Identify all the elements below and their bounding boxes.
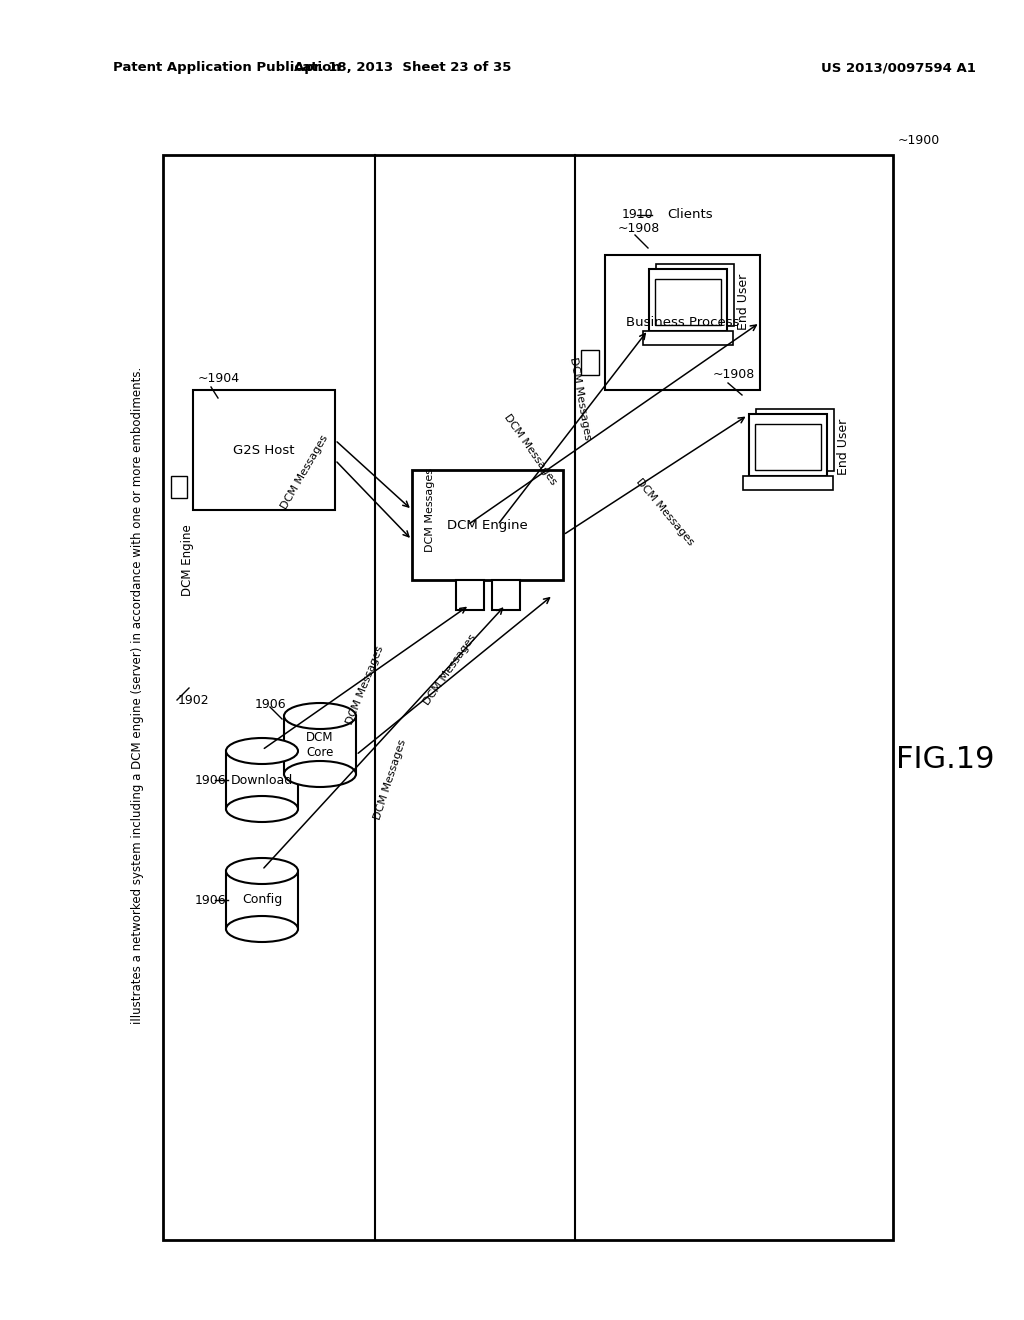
Text: illustrates a networked system including a DCM engine (server) in accordance wit: illustrates a networked system including…: [131, 367, 144, 1023]
Text: Clients: Clients: [668, 209, 713, 222]
Text: End User: End User: [837, 418, 850, 475]
Text: DCM Messages: DCM Messages: [425, 469, 435, 552]
Bar: [226, 871, 298, 929]
Text: DCM Messages: DCM Messages: [634, 477, 696, 548]
Text: DCM Engine: DCM Engine: [181, 524, 195, 595]
Bar: [163, 154, 893, 1239]
Text: 1902: 1902: [178, 693, 210, 706]
Bar: [643, 331, 733, 345]
Text: FIG.19: FIG.19: [896, 746, 994, 775]
Bar: [605, 255, 760, 389]
Bar: [649, 269, 727, 331]
Bar: [656, 264, 734, 326]
Bar: [412, 470, 563, 579]
Text: ~1904: ~1904: [198, 372, 240, 385]
Text: DCM Messages: DCM Messages: [567, 356, 592, 441]
Bar: [756, 409, 834, 471]
Text: G2S Host: G2S Host: [233, 444, 295, 457]
Text: DCM Engine: DCM Engine: [447, 519, 528, 532]
Ellipse shape: [284, 704, 356, 729]
Ellipse shape: [284, 762, 356, 787]
Bar: [226, 751, 298, 809]
Bar: [655, 279, 721, 325]
Text: 1906: 1906: [195, 894, 226, 907]
Bar: [749, 414, 827, 477]
Text: End User: End User: [737, 273, 750, 330]
Ellipse shape: [226, 738, 298, 764]
Bar: [743, 477, 833, 490]
Text: DCM Messages: DCM Messages: [502, 413, 558, 487]
Text: 1906: 1906: [255, 698, 287, 711]
Ellipse shape: [226, 796, 298, 822]
Bar: [755, 424, 821, 470]
Text: DCM Messages: DCM Messages: [373, 738, 408, 821]
Bar: [492, 579, 519, 610]
Text: Config: Config: [242, 894, 283, 907]
Text: DCM Messages: DCM Messages: [422, 632, 478, 708]
Text: Apr. 18, 2013  Sheet 23 of 35: Apr. 18, 2013 Sheet 23 of 35: [294, 62, 512, 74]
Text: ~1908: ~1908: [713, 368, 756, 381]
Text: Patent Application Publication: Patent Application Publication: [113, 62, 341, 74]
Text: 1906: 1906: [195, 774, 226, 787]
Text: DCM
Core: DCM Core: [306, 731, 334, 759]
Bar: [581, 350, 599, 375]
Text: Business Process: Business Process: [626, 315, 739, 329]
Bar: [456, 579, 483, 610]
Text: US 2013/0097594 A1: US 2013/0097594 A1: [820, 62, 976, 74]
Bar: [193, 389, 335, 510]
Ellipse shape: [226, 858, 298, 884]
Bar: [284, 715, 356, 774]
Ellipse shape: [226, 916, 298, 942]
Text: DCM Messages: DCM Messages: [345, 644, 385, 726]
Text: ~1900: ~1900: [898, 135, 940, 147]
Text: DCM Messages: DCM Messages: [280, 433, 331, 511]
Bar: [171, 477, 187, 498]
Text: Download: Download: [230, 774, 293, 787]
Text: 1910: 1910: [622, 209, 653, 222]
Text: ~1908: ~1908: [618, 222, 660, 235]
